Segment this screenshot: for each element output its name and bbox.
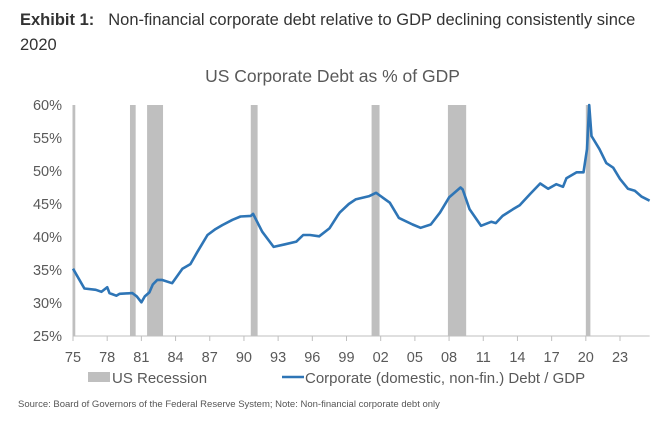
- exhibit-label: Exhibit 1:: [20, 11, 95, 29]
- recession-band: [371, 105, 380, 336]
- y-tick-label: 35%: [33, 263, 62, 279]
- x-tick-label: 87: [202, 350, 218, 366]
- y-tick-label: 30%: [33, 296, 62, 312]
- y-tick-label: 50%: [33, 164, 62, 180]
- x-tick-label: 17: [544, 350, 560, 366]
- debt-to-gdp-line: [71, 103, 651, 304]
- recession-band: [73, 105, 76, 336]
- x-tick-label: 05: [407, 350, 423, 366]
- y-tick-label: 45%: [33, 197, 62, 213]
- x-tick-label: 96: [304, 350, 320, 366]
- x-tick-label: 90: [236, 350, 252, 366]
- exhibit-heading: Exhibit 1: Non-financial corporate debt r…: [20, 8, 650, 58]
- y-tick-label: 25%: [33, 329, 62, 345]
- x-tick-label: 78: [99, 350, 115, 366]
- recession-band: [147, 105, 164, 336]
- chart-title: US Corporate Debt as % of GDP: [205, 66, 460, 86]
- x-tick-label: 20: [578, 350, 594, 366]
- recession-band: [129, 105, 136, 336]
- legend-line-label: Corporate (domestic, non-fin.) Debt / GD…: [305, 370, 585, 387]
- x-tick-label: 23: [612, 350, 628, 366]
- x-tick-label: 93: [270, 350, 286, 366]
- x-tick-label: 81: [133, 350, 149, 366]
- x-tick-label: 11: [476, 350, 491, 366]
- recession-band: [447, 105, 467, 336]
- legend-recession-label: US Recession: [112, 370, 207, 387]
- legend-recession-swatch: [88, 372, 110, 382]
- recession-band: [585, 105, 591, 336]
- x-tick-label: 14: [509, 350, 525, 366]
- y-tick-label: 60%: [33, 98, 62, 114]
- x-tick-label: 02: [373, 350, 389, 366]
- x-tick-label: 75: [65, 350, 81, 366]
- x-tick-label: 84: [167, 350, 183, 366]
- x-tick-label: 08: [441, 350, 457, 366]
- y-tick-label: 55%: [33, 131, 62, 147]
- x-tick-label: 99: [338, 350, 354, 366]
- y-tick-label: 40%: [33, 230, 62, 246]
- exhibit-title: Non-financial corporate debt relative to…: [20, 11, 636, 54]
- recession-band: [250, 105, 258, 336]
- source-note: Source: Board of Governors of the Federa…: [18, 399, 440, 410]
